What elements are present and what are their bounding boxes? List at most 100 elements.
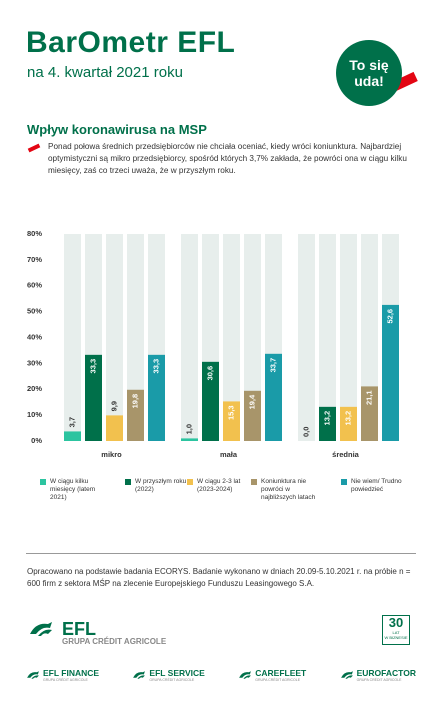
bar: [223, 401, 240, 441]
badge-line: To się: [349, 57, 389, 73]
bar-background: [223, 234, 240, 441]
bar-background: [106, 234, 123, 441]
legend-label: W przyszłym roku (2022): [135, 478, 187, 493]
anniversary: 30 LAT W BIZNESIE: [382, 615, 410, 645]
company-icon: [133, 671, 146, 679]
legend-label: Nie wiem/ Trudno powiedzieć: [351, 478, 402, 493]
y-tick-label: 0%: [31, 436, 42, 445]
section-title: Wpływ koronawirusa na MSP: [27, 122, 207, 137]
value-label: 0,0: [301, 427, 310, 437]
legend-item: W przyszłym roku (2022): [125, 478, 187, 502]
legend-item: Nie wiem/ Trudno powiedzieć: [341, 478, 416, 502]
company-name: EFL FINANCE: [43, 668, 100, 678]
company-icon: [239, 671, 252, 679]
company-group: GRUPA CRÉDIT AGRICOLE: [43, 678, 88, 682]
value-label: 19,8: [130, 394, 139, 409]
section-text: Ponad połowa średnich przedsiębiorców ni…: [48, 142, 407, 175]
company-name: CAREFLEET: [255, 668, 307, 678]
brand: EFL: [62, 619, 96, 639]
bar: [85, 354, 102, 441]
bar: [361, 386, 378, 441]
legend: W ciągu kilku miesięcy (latem 2021) W prz…: [40, 478, 420, 502]
company-group: GRUPA CRÉDIT AGRICOLE: [356, 678, 402, 682]
legend-swatch: [341, 479, 347, 485]
legend-item: W ciągu kilku miesięcy (latem 2021): [40, 478, 125, 502]
anniversary-number: 30: [388, 615, 404, 630]
legend-swatch: [251, 479, 257, 485]
bar-background: [127, 234, 144, 441]
bar-background: [244, 234, 261, 441]
footnote: Opracowano na podstawie badania ECORYS. …: [27, 567, 411, 588]
company-text: CAREFLEET GRUPA CRÉDIT AGRICOLE: [255, 668, 306, 682]
bar: [148, 354, 165, 441]
bar: [64, 431, 81, 441]
company-name: EFL SERVICE: [149, 668, 205, 678]
logo: BarOmetr EFL: [26, 26, 236, 59]
value-label: 9,9: [109, 401, 118, 411]
company: CAREFLEET GRUPA CRÉDIT AGRICOLE: [238, 668, 306, 682]
company-group: GRUPA CRÉDIT AGRICOLE: [255, 678, 301, 682]
divider: [26, 553, 416, 554]
legend-label: Koniunktura nie powróci w najbliższych l…: [261, 478, 316, 501]
bar: [382, 304, 399, 441]
value-label: 15,3: [226, 405, 235, 420]
value-label: 13,2: [343, 411, 352, 426]
x-tick-label: średnia: [332, 450, 360, 459]
brand-icon: [30, 622, 52, 636]
y-tick-label: 60%: [27, 281, 42, 290]
bar: [181, 438, 198, 441]
companies: EFL FINANCE GRUPA CRÉDIT AGRICOLE EFL SERV…: [26, 668, 416, 682]
x-tick-label: mikro: [101, 450, 122, 459]
bar-background: [319, 234, 336, 441]
company-name: EUROFACTOR: [356, 668, 416, 678]
bar: [202, 361, 219, 441]
legend-swatch: [125, 479, 131, 485]
y-tick-label: 70%: [27, 255, 42, 264]
value-label: 33,3: [151, 359, 160, 374]
marker: [27, 143, 41, 153]
company-icon: [340, 671, 353, 679]
legend-swatch: [187, 479, 193, 485]
legend-swatch: [40, 479, 46, 485]
legend-label: W ciągu 2-3 lat (2023-2024): [197, 478, 241, 493]
legend-item: W ciągu 2-3 lat (2023-2024): [187, 478, 251, 502]
value-label: 33,3: [88, 359, 97, 374]
bar-background: [181, 234, 198, 441]
y-tick-label: 10%: [27, 410, 42, 419]
value-label: 30,6: [205, 366, 214, 381]
value-label: 21,1: [364, 390, 373, 405]
y-tick-label: 40%: [27, 332, 42, 341]
value-label: 13,2: [322, 411, 331, 426]
legend-label: W ciągu kilku miesięcy (latem 2021): [50, 478, 96, 501]
value-label: 33,7: [268, 358, 277, 373]
bar: [319, 406, 336, 441]
anniversary-text: W BIZNESIE: [384, 635, 408, 640]
value-label: 19,4: [247, 394, 256, 409]
x-tick-label: mała: [220, 450, 238, 459]
value-label: 1,0: [184, 424, 193, 434]
bar-background: [64, 234, 81, 441]
company-icon: [27, 671, 39, 679]
company-text: EFL SERVICE GRUPA CRÉDIT AGRICOLE: [149, 668, 204, 682]
anniversary-text: LAT: [392, 630, 400, 635]
bar-background: [298, 234, 315, 441]
bar: [244, 390, 261, 441]
bar: [340, 406, 357, 441]
company: EUROFACTOR GRUPA CRÉDIT AGRICOLE: [340, 668, 416, 682]
company-text: EFL FINANCE GRUPA CRÉDIT AGRICOLE: [43, 668, 99, 682]
legend-item: Koniunktura nie powróci w najbliższych l…: [251, 478, 341, 502]
y-tick-label: 30%: [27, 358, 42, 367]
value-label: 3,7: [67, 417, 76, 427]
brand-group: GRUPA CRÉDIT AGRICOLE: [62, 637, 167, 646]
bar-background: [340, 234, 357, 441]
company: EFL FINANCE GRUPA CRÉDIT AGRICOLE: [26, 668, 99, 682]
badge: To się uda!: [336, 40, 402, 106]
company-text: EUROFACTOR GRUPA CRÉDIT AGRICOLE: [357, 668, 416, 682]
value-label: 52,6: [385, 309, 394, 324]
chart: 0% 10% 20% 30% 40% 50% 60% 70% 80% mikro 3,7 33,3 9,…: [27, 229, 399, 459]
bar: [265, 353, 282, 441]
y-tick-label: 80%: [27, 229, 42, 238]
bar: [127, 389, 144, 441]
subtitle: na 4. kwartał 2021 roku: [27, 64, 183, 81]
